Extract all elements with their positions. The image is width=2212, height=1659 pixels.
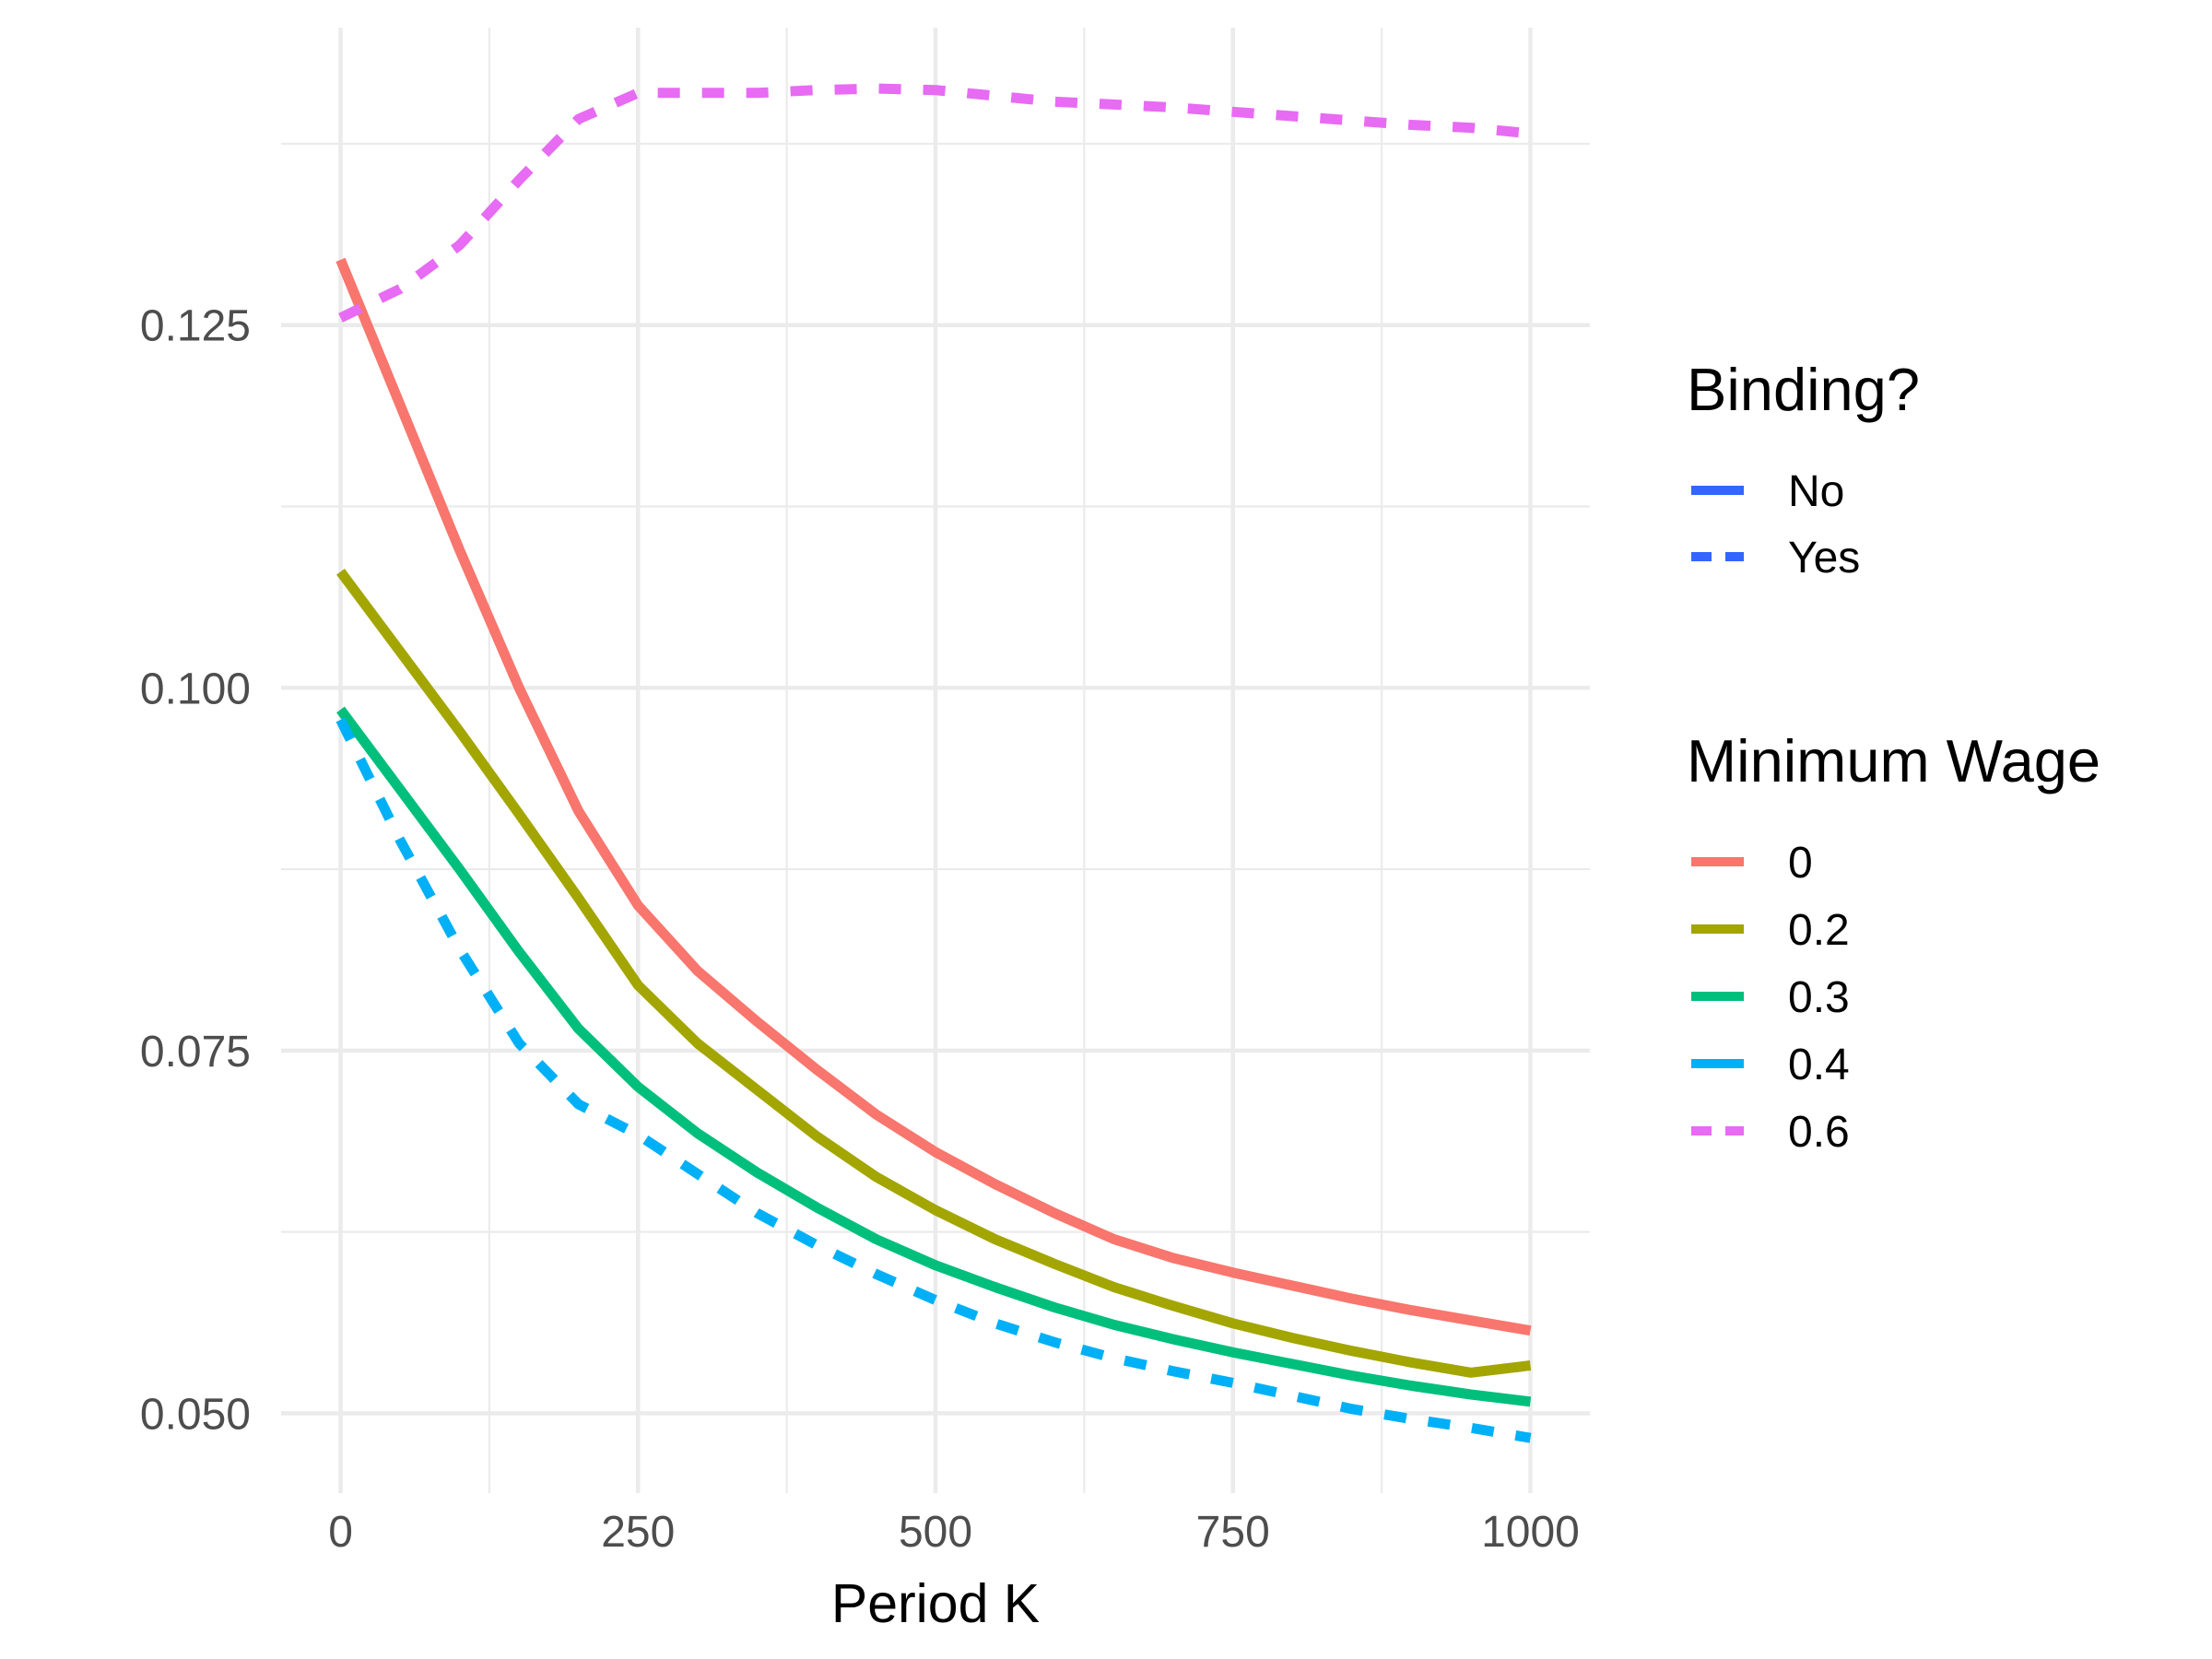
plot-series — [335, 83, 1532, 1443]
series-line-0-6 — [338, 83, 1532, 323]
series-line-0-4 — [335, 717, 1532, 1443]
legend: Binding? No Yes Minimum Wage 0 0.2 0.3 0.4 0.… — [1687, 356, 2100, 1157]
legend-binding-label: Yes — [1788, 534, 1860, 582]
x-tick-label: 250 — [601, 1508, 675, 1557]
y-tick-label: 0.100 — [140, 665, 251, 713]
legend-minimum-wage-title: Minimum Wage — [1687, 727, 2100, 794]
legend-binding-label: No — [1788, 467, 1844, 516]
legend-minimum-wage-label: 0.6 — [1788, 1108, 1850, 1157]
y-tick-label: 0.125 — [140, 302, 251, 351]
gridlines — [281, 28, 1590, 1493]
x-tick-label: 500 — [899, 1508, 972, 1557]
series-line-0-2 — [336, 569, 1532, 1378]
x-tick-label: 1000 — [1481, 1508, 1580, 1557]
x-tick-label: 750 — [1196, 1508, 1270, 1557]
legend-minimum-wage-label: 0 — [1788, 839, 1813, 888]
x-tick-label: 0 — [328, 1508, 353, 1557]
axis-labels: Period K 0 250 500 750 1000 0.050 0.075 0.100 0.… — [140, 302, 1580, 1634]
legend-minimum-wage-label: 0.3 — [1788, 973, 1850, 1022]
x-axis-title: Period K — [831, 1573, 1040, 1634]
legend-minimum-wage-label: 0.4 — [1788, 1041, 1850, 1089]
legend-binding-items: No Yes — [1691, 467, 1860, 582]
series-line-0 — [335, 257, 1532, 1336]
y-tick-label: 0.050 — [140, 1390, 251, 1439]
legend-binding-title: Binding? — [1687, 356, 1920, 423]
y-tick-label: 0.075 — [140, 1028, 251, 1077]
series-line-0-3 — [336, 706, 1532, 1407]
legend-minimum-wage-items: 0 0.2 0.3 0.4 0.6 — [1691, 839, 1850, 1157]
legend-minimum-wage-label: 0.2 — [1788, 906, 1850, 955]
